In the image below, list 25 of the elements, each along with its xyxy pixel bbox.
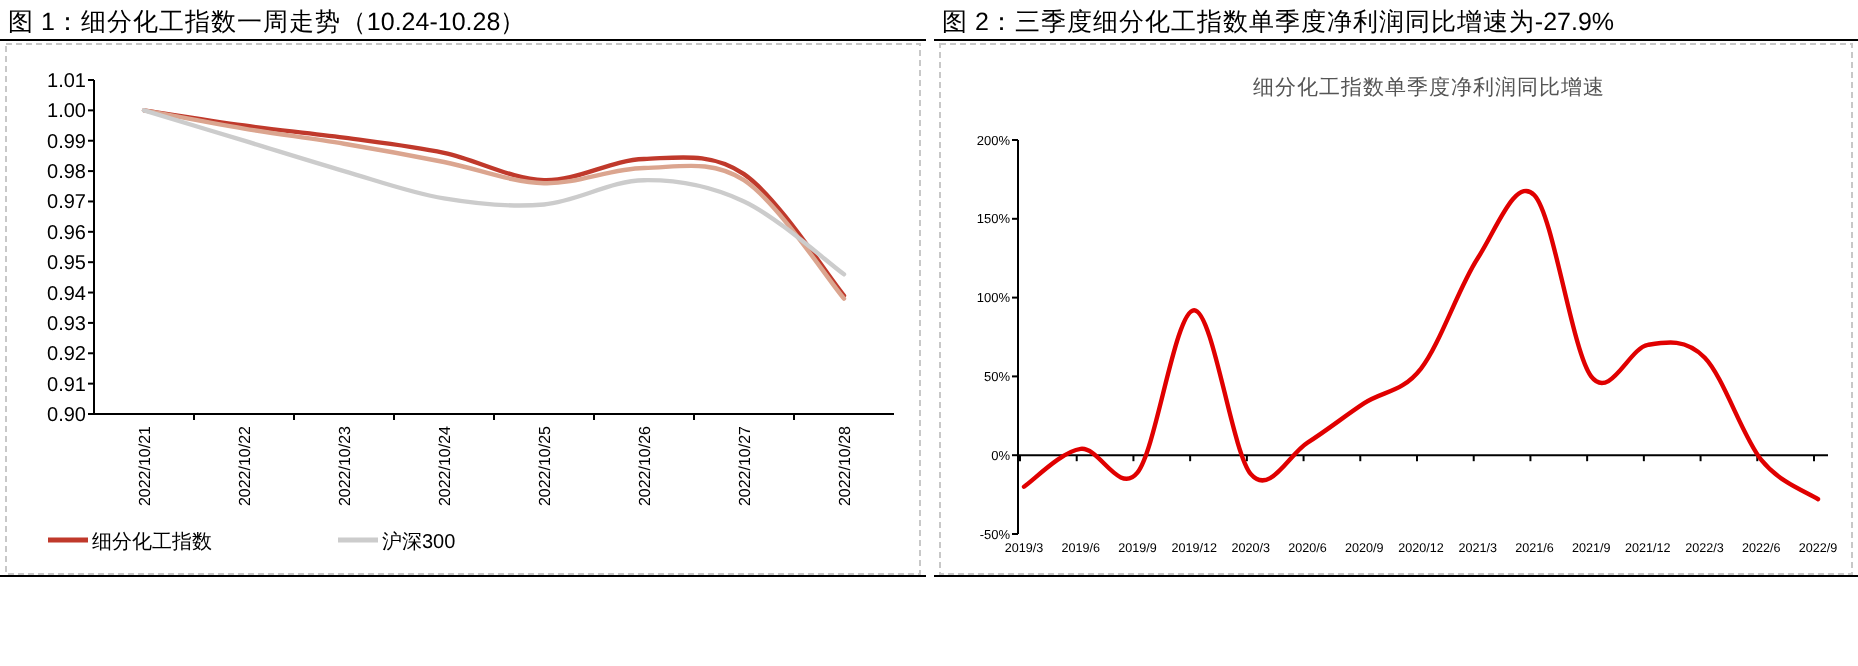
y-tick-label: 0.93 bbox=[47, 313, 87, 336]
y-tick-label: 0.95 bbox=[47, 253, 87, 276]
y-tick-label: 0.97 bbox=[47, 192, 87, 215]
y-tick-label: 0.94 bbox=[47, 283, 87, 306]
x-tick-label: 2022/10/24 bbox=[436, 424, 454, 507]
y-tick-label: 1.00 bbox=[47, 101, 87, 124]
legend-label: 细分化工指数 bbox=[92, 530, 212, 554]
y-tick-label: 0.91 bbox=[47, 374, 87, 397]
x-tick-label: 2022/10/27 bbox=[736, 424, 754, 507]
y-tick-label: 0.90 bbox=[47, 405, 87, 427]
x-tick-label: 2022/10/26 bbox=[636, 424, 654, 507]
chart-subtitle: 细分化工指数单季度净利润同比增速 bbox=[1253, 74, 1605, 100]
y-tick-label: 0.99 bbox=[47, 131, 87, 154]
x-tick-label: 2022/10/28 bbox=[836, 424, 854, 507]
legend-label: 沪深300 bbox=[382, 530, 457, 554]
x-tick-label: 2022/10/25 bbox=[536, 424, 554, 507]
y-tick-label: 1.01 bbox=[47, 71, 87, 93]
y-tick-label: 0.96 bbox=[47, 222, 87, 245]
y-tick-label: 0.98 bbox=[47, 162, 87, 185]
x-tick-label: 2022/10/21 bbox=[136, 424, 154, 507]
x-tick-label: 2022/10/22 bbox=[236, 424, 254, 507]
chart-title: 图 1：细分化工指数一周走势（10.24-10.28） bbox=[8, 8, 527, 36]
chart-title: 图 2：三季度细分化工指数单季度净利润同比增速为-27.9% bbox=[942, 6, 1615, 36]
y-tick-label: 0.92 bbox=[47, 344, 87, 367]
x-tick-label: 2022/10/23 bbox=[336, 424, 354, 507]
